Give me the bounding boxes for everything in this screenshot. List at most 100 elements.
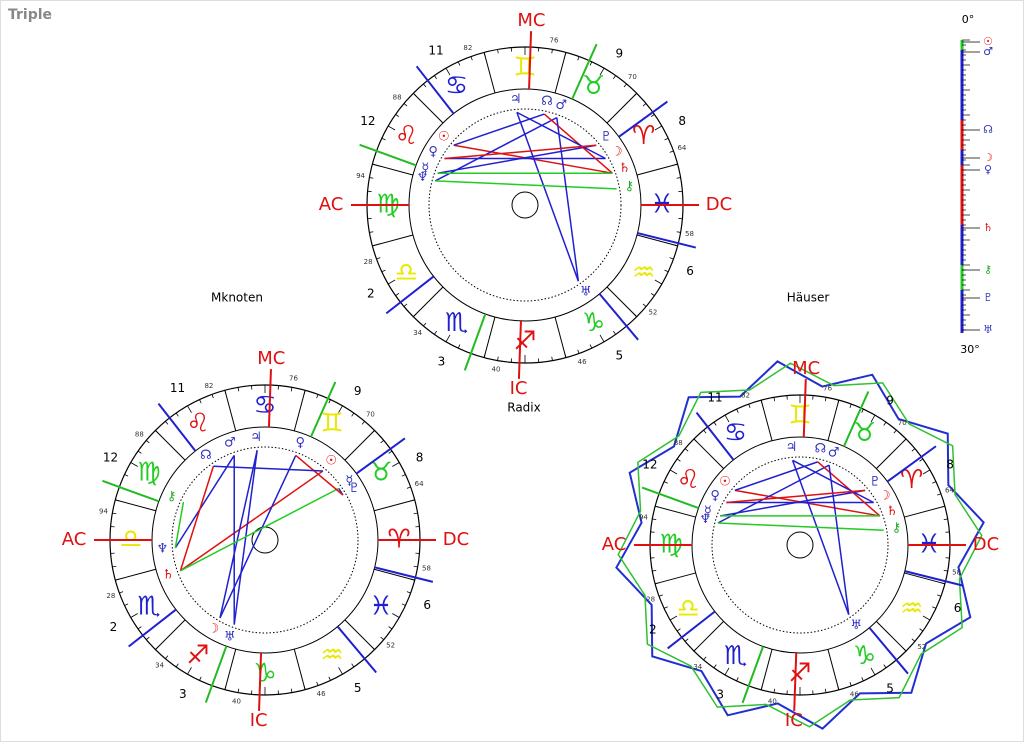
planet-glyph: ☉ [719, 475, 731, 490]
house-cusp [415, 65, 455, 115]
zodiac-sign: ♋ [445, 71, 468, 101]
zodiac-sign: ♊ [788, 401, 811, 431]
house-number: 2 [110, 620, 118, 634]
aspect-line [453, 113, 545, 146]
sign-divider [412, 92, 444, 124]
sign-divider [693, 621, 724, 652]
planet-ring [171, 446, 359, 634]
zodiac-sign: ♎ [395, 258, 418, 288]
degree-tick [457, 344, 461, 349]
house-number: 8 [946, 458, 954, 472]
degree-tick [387, 279, 396, 285]
house-cusp [641, 486, 699, 510]
degree-tick [664, 269, 669, 273]
degree-tick [623, 83, 627, 88]
degree-tick [124, 603, 129, 606]
aspect-line [179, 466, 215, 572]
degree-tick [589, 344, 593, 349]
degree-tick [187, 405, 192, 413]
degree-tick [290, 387, 293, 392]
house-cusp [618, 100, 668, 138]
sign-divider [412, 286, 444, 318]
house-number: 9 [354, 384, 362, 398]
sign-divider [155, 430, 186, 461]
degree-label: 76 [823, 384, 832, 392]
degree-label: 34 [413, 329, 422, 337]
degree-tick [650, 293, 655, 296]
house-cusp [157, 403, 197, 452]
house-cusp [886, 445, 937, 483]
degree-label: 34 [155, 662, 164, 670]
planet-glyph: ♀ [428, 145, 438, 160]
degree-tick [773, 688, 776, 693]
house-number: 6 [954, 601, 962, 615]
angle-label: DC [706, 194, 732, 215]
aspect-line [435, 180, 617, 190]
degree-tick [663, 606, 668, 609]
wheel-label: Häuser [787, 291, 830, 305]
degree-tick [351, 663, 355, 668]
sign-divider [293, 390, 306, 431]
degree-tick [328, 399, 331, 404]
sign-divider [606, 286, 638, 318]
house-number: 5 [354, 681, 362, 695]
degree-tick [654, 279, 663, 285]
zodiac-sign: ♒ [900, 594, 923, 624]
planet-glyph: ♀ [295, 436, 305, 451]
angle-label: DC [973, 534, 999, 555]
sign-divider [372, 234, 414, 247]
zodiac-sign: ♑ [582, 308, 605, 338]
degree-label: 52 [386, 641, 395, 649]
angle-axis [802, 379, 807, 438]
house-cusp [463, 313, 487, 371]
sign-divider [374, 499, 415, 512]
degree-label: 70 [628, 73, 637, 81]
degree-label: 58 [952, 569, 961, 577]
wheel-label: Mknoten [211, 291, 263, 305]
degree-tick [165, 655, 169, 659]
planet-glyph: ☊ [541, 94, 553, 109]
zodiac-sign: ♌ [395, 121, 418, 151]
degree-tick [599, 334, 605, 343]
degree-tick [423, 322, 427, 327]
aspect-line [213, 465, 323, 472]
degree-tick [338, 405, 343, 413]
zodiac-sign: ♈ [632, 121, 655, 151]
hub [786, 531, 814, 559]
sign-divider [554, 316, 567, 358]
planet-ring [711, 456, 889, 634]
zodiac-sign: ♑ [853, 641, 876, 671]
zodiac-sign: ♒ [632, 258, 655, 288]
sign-divider [554, 52, 567, 94]
degree-tick [893, 429, 897, 434]
house-number: 12 [642, 458, 657, 472]
zodiac-sign: ♊ [513, 53, 536, 83]
house-cusp [204, 645, 228, 703]
degree-label: 82 [741, 392, 750, 400]
house-cusp [355, 437, 406, 475]
zodiac-sign: ♏ [445, 308, 468, 338]
planet-glyph: ☿ [345, 473, 353, 488]
house-cusp [868, 627, 909, 675]
degree-tick [932, 606, 937, 609]
wheel: ♈♉♊♋♌♍♎♏♐♑♒♓8276706458524640342894881211… [602, 291, 1000, 731]
degree-tick [642, 103, 647, 107]
degree-tick [392, 462, 400, 467]
degree-tick [124, 474, 129, 477]
sign-divider [904, 572, 946, 585]
degree-tick [676, 628, 681, 632]
degree-tick [130, 613, 138, 618]
degree-label: 82 [463, 44, 472, 52]
sign-divider [876, 621, 907, 652]
aspect-line [179, 470, 324, 572]
house-number: 8 [416, 450, 424, 464]
degree-label: 28 [364, 258, 373, 266]
zodiac-sign: ♊ [320, 408, 343, 438]
degree-tick [736, 677, 739, 682]
degree-tick [713, 421, 717, 426]
degree-tick [676, 177, 681, 179]
degree-label: 52 [917, 643, 926, 651]
planet-glyph: ♇ [348, 481, 360, 496]
degree-tick [883, 664, 887, 669]
planet-glyph: ☊ [200, 448, 212, 463]
